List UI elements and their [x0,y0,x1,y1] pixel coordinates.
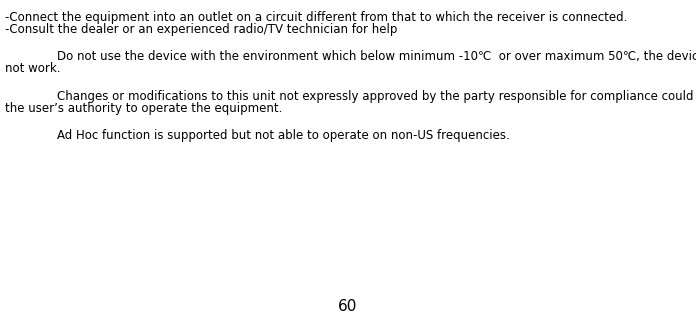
Text: -Consult the dealer or an experienced radio/TV technician for help: -Consult the dealer or an experienced ra… [5,23,397,36]
Text: Do not use the device with the environment which below minimum -10℃  or over max: Do not use the device with the environme… [57,50,696,63]
Text: not work.: not work. [5,62,61,75]
Text: Changes or modifications to this unit not expressly approved by the party respon: Changes or modifications to this unit no… [57,90,696,103]
Text: 60: 60 [338,299,358,314]
Text: Ad Hoc function is supported but not able to operate on non-US frequencies.: Ad Hoc function is supported but not abl… [57,129,510,142]
Text: -Connect the equipment into an outlet on a circuit different from that to which : -Connect the equipment into an outlet on… [5,11,627,24]
Text: the user’s authority to operate the equipment.: the user’s authority to operate the equi… [5,102,283,115]
